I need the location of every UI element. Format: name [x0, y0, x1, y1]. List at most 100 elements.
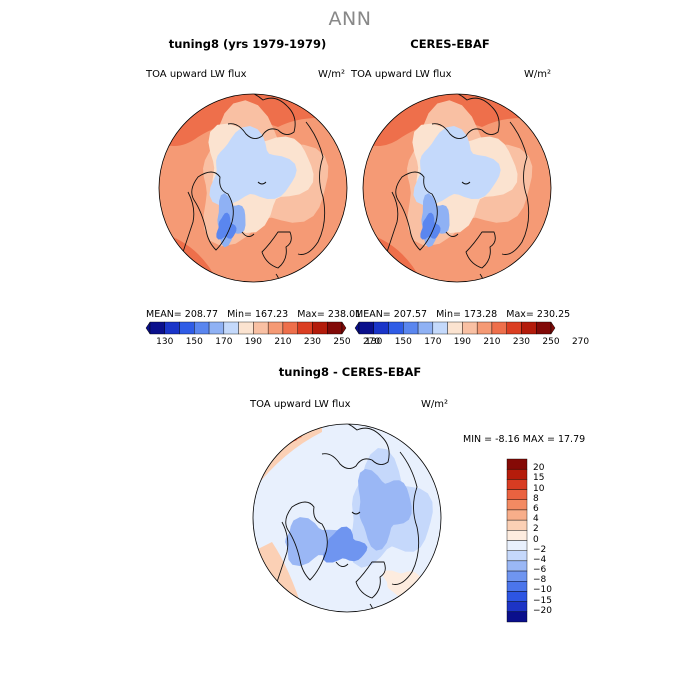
field-siberia-cooler [358, 468, 412, 551]
colorbar-swatch [388, 321, 404, 335]
colorbar-tick-label: 230 [303, 337, 322, 347]
colorbar-swatch [447, 321, 463, 335]
colorbar-label: 8 [533, 493, 539, 504]
colorbar-swatch [179, 321, 195, 335]
colorbar-swatch [238, 321, 254, 335]
colorbar-swatch [506, 550, 528, 562]
coast-asia-pacific [431, 94, 500, 139]
coast-misc [445, 181, 485, 282]
field-subtropics [363, 272, 402, 282]
coastlines [384, 94, 530, 282]
colorbar-label: −8 [533, 575, 547, 586]
colorbar-swatch [149, 321, 165, 335]
colorbar-label: 10 [533, 483, 545, 494]
colorbar-label: 4 [533, 514, 539, 525]
stats-model: MEAN= 208.77 Min= 167.23 Max= 238.01 [146, 309, 361, 320]
min-value: 167.23 [254, 309, 289, 320]
field-europe-warm [382, 570, 423, 598]
map-field [159, 94, 347, 282]
variable-label-obs: TOA upward LW flux [351, 69, 452, 80]
min-label: MIN = [463, 434, 493, 445]
colorbar-ticks-model: 130 150 170 190 210 230 250 270 [146, 337, 380, 349]
colorbar-arrow-high [341, 321, 347, 335]
field-arctic-cold [209, 126, 297, 206]
colorbar-label: −10 [533, 585, 552, 596]
field-greenland-core [216, 212, 237, 240]
max-value: 230.25 [536, 309, 571, 320]
colorbar-tick-label: 190 [244, 337, 262, 347]
coast-scandinavia [261, 231, 292, 269]
colorbar-swatch [297, 321, 313, 335]
colorbar-tick-label: 270 [571, 337, 590, 347]
colorbar-swatch [506, 591, 528, 602]
colorbar-labels-diff: 20 15 10 8 6 4 2 0 −2 −4 −6 −8 −10 −15 −20 [533, 459, 573, 622]
colorbar-swatch [506, 581, 528, 592]
mean-label: MEAN= [355, 309, 391, 320]
colorbar-swatch [462, 321, 478, 335]
colorbar-swatch [282, 321, 298, 335]
colorbar-label: 20 [533, 463, 545, 474]
coast-scandinavia [355, 561, 386, 599]
colorbar-swatch [253, 321, 269, 335]
units-label-obs: W/m² [524, 69, 552, 80]
coast-asia-pacific [321, 424, 390, 469]
coast-siberia [391, 451, 420, 585]
panel-title-diff: tuning8 - CERES-EBAF [278, 365, 422, 379]
max-label: Max= [297, 309, 325, 320]
map-field [363, 94, 551, 282]
colorbar-tick-label: 170 [424, 337, 442, 347]
mean-label: MEAN= [146, 309, 182, 320]
panel-title-model: tuning8 (yrs 1979-1979) [168, 37, 327, 51]
colorbar-diff [506, 458, 528, 623]
stats-obs: MEAN= 207.57 Min= 173.28 Max= 230.25 [355, 309, 570, 320]
colorbar-arrow-low [145, 321, 151, 335]
variable-label-model: TOA upward LW flux [146, 69, 247, 80]
colorbar-tick-label: 130 [365, 337, 383, 347]
colorbar-swatch [506, 499, 528, 511]
polar-map-model [158, 93, 348, 283]
polar-map-diff [252, 423, 442, 613]
colorbar-swatch [506, 570, 528, 582]
colorbar-label: 2 [533, 524, 539, 535]
colorbar-swatch [267, 321, 284, 335]
units-label-diff: W/m² [421, 399, 449, 410]
map-border [158, 93, 348, 283]
colorbar-tick-label: 150 [394, 337, 412, 347]
stats-diff: MIN = -8.16 MAX = 17.79 [463, 434, 585, 445]
colorbar-label: 15 [533, 473, 545, 484]
colorbar-swatch [312, 321, 328, 335]
colorbar-arrow-low [354, 321, 360, 335]
min-label: Min= [436, 309, 461, 320]
map-field [253, 424, 441, 612]
min-label: Min= [227, 309, 252, 320]
panel-title-obs: CERES-EBAF [410, 37, 490, 51]
colorbar-swatch [506, 509, 528, 521]
colorbar-label: −15 [533, 595, 552, 606]
mean-value: 208.77 [184, 309, 219, 320]
colorbar-swatch [506, 468, 528, 480]
colorbar-swatch [506, 540, 528, 551]
field-subtropics [159, 272, 198, 282]
max-value: 17.79 [557, 434, 586, 445]
colorbar-tick-label: 190 [453, 337, 471, 347]
units-label-model: W/m² [318, 69, 346, 80]
field-greenland-core [420, 212, 441, 240]
colorbar-arrow-high [550, 321, 556, 335]
field-greenland-cool [322, 526, 368, 563]
colorbar-swatch [506, 321, 522, 335]
colorbar-swatch [223, 321, 239, 335]
coast-siberia [501, 121, 530, 255]
mean-value: 207.57 [393, 309, 428, 320]
colorbar-swatch [164, 321, 180, 335]
polar-map-obs [362, 93, 552, 283]
colorbar-swatch [506, 560, 528, 572]
map-border [362, 93, 552, 283]
colorbar-swatch [506, 489, 528, 500]
colorbar-label: 6 [533, 503, 539, 514]
colorbar-tick-label: 250 [542, 337, 560, 347]
coast-greenland [285, 501, 328, 581]
max-value: 238.01 [327, 309, 362, 320]
coast-misc [241, 181, 281, 282]
colorbar-swatch [417, 321, 434, 335]
colorbar-label: −20 [533, 605, 552, 616]
